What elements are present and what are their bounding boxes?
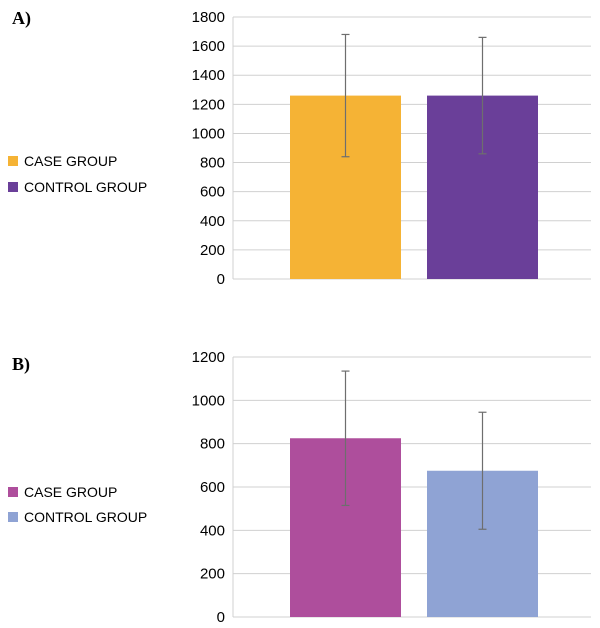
y-tick-label: 1400 — [192, 67, 225, 84]
legend-label: CONTROL GROUP — [24, 509, 147, 525]
error-bar — [341, 33, 350, 158]
legend-item: CASE GROUP — [8, 484, 117, 500]
legend-label: CONTROL GROUP — [24, 179, 147, 195]
y-tick-label: 1200 — [192, 349, 225, 366]
legend-swatch — [8, 182, 18, 192]
y-tick-label: 1800 — [192, 9, 225, 26]
y-tick-label: 400 — [200, 213, 225, 230]
y-tick-label: 1000 — [192, 125, 225, 142]
y-tick-label: 1200 — [192, 96, 225, 113]
y-tick-label: 0 — [217, 609, 225, 626]
legend-item: CASE GROUP — [8, 153, 117, 169]
y-tick-label: 200 — [200, 566, 225, 583]
error-bar — [478, 411, 487, 530]
legend-item: CONTROL GROUP — [8, 509, 147, 525]
legend-swatch — [8, 156, 18, 166]
chart-panel-a: A) 0 200 400 600 800 1000 1200 1400 1600 1800 CASE… — [8, 8, 591, 288]
legend-label: CASE GROUP — [24, 153, 117, 169]
legend-swatch — [8, 487, 18, 497]
error-bar — [478, 36, 487, 155]
y-tick-label: 600 — [200, 184, 225, 201]
y-tick-label: 200 — [200, 242, 225, 259]
y-tick-label: 0 — [217, 271, 225, 288]
legend-label: CASE GROUP — [24, 484, 117, 500]
legend-item: CONTROL GROUP — [8, 179, 147, 195]
y-tick-label: 800 — [200, 436, 225, 453]
chart-panel-b: B) 0 200 400 600 800 1000 1200 CASE GROUP CONTRO… — [8, 349, 591, 626]
panel-b-label: B) — [12, 354, 30, 375]
panel-a-label: A) — [12, 8, 31, 29]
y-tick-label: 400 — [200, 522, 225, 539]
y-tick-label: 800 — [200, 155, 225, 172]
y-tick-label: 600 — [200, 479, 225, 496]
y-tick-label: 1600 — [192, 38, 225, 55]
legend-swatch — [8, 512, 18, 522]
error-bar — [341, 370, 350, 507]
y-tick-label: 1000 — [192, 392, 225, 409]
